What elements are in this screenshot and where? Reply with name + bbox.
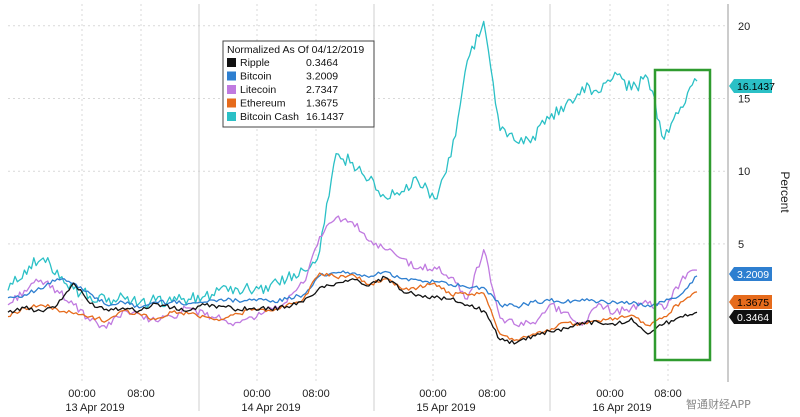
tag-value: 3.2009 xyxy=(737,269,769,281)
y-tick-label: 10 xyxy=(738,166,750,178)
x-tick-label: 00:00 xyxy=(419,388,447,400)
legend-series-value: 16.1437 xyxy=(306,111,344,123)
legend-row: Bitcoin 3.2009 xyxy=(227,71,338,83)
day-label: 14 Apr 2019 xyxy=(241,402,300,414)
legend-rows: Ripple 0.3464 Bitcoin 3.2009 Litecoin 2.7347 E… xyxy=(227,57,344,123)
series-lines xyxy=(7,20,698,345)
legend-series-value: 3.2009 xyxy=(306,71,338,83)
y-tick-label: 20 xyxy=(738,21,750,33)
series-line-litecoin xyxy=(7,215,698,329)
last-value-tag-ripple: 0.3464 xyxy=(729,310,772,324)
legend-series-name: Ethereum xyxy=(240,98,286,110)
legend-series-name: Litecoin xyxy=(240,84,276,96)
legend-series-name: Bitcoin xyxy=(240,71,272,83)
legend-series-value: 1.3675 xyxy=(306,98,338,110)
tag-background xyxy=(729,295,772,309)
y-axis-label: Percent xyxy=(778,171,792,213)
legend-swatch xyxy=(227,98,236,108)
series-line-bitcoin-cash xyxy=(7,20,698,310)
legend-series-name: Ripple xyxy=(240,57,270,69)
x-tick-label: 00:00 xyxy=(596,388,624,400)
legend-row: Litecoin 2.7347 xyxy=(227,84,338,96)
legend-series-value: 2.7347 xyxy=(306,84,338,96)
x-tick-label: 00:00 xyxy=(243,388,271,400)
series-line-ethereum xyxy=(7,272,698,342)
x-tick-label: 08:00 xyxy=(478,388,506,400)
legend-box xyxy=(222,40,375,128)
legend-swatch xyxy=(227,58,236,67)
x-tick-label: 08:00 xyxy=(127,388,155,400)
x-tick-label: 08:00 xyxy=(654,388,682,400)
day-label: 15 Apr 2019 xyxy=(416,402,475,414)
day-label: 13 Apr 2019 xyxy=(65,402,124,414)
watermark: 智通财经APP xyxy=(686,397,751,411)
series-line-bitcoin xyxy=(7,270,698,309)
legend-row: Ripple 0.3464 xyxy=(227,57,338,69)
tag-background xyxy=(729,310,772,324)
day-label: 16 Apr 2019 xyxy=(592,402,651,414)
grid-layer xyxy=(8,4,728,411)
y-tick-label: 15 xyxy=(738,94,750,106)
legend-series-name: Bitcoin Cash xyxy=(240,111,299,123)
series-line-ripple xyxy=(7,275,698,345)
legend-row: Bitcoin Cash 16.1437 xyxy=(227,111,344,123)
legend-swatch xyxy=(227,112,236,121)
y-tick-label: 5 xyxy=(738,239,744,251)
legend-title: Normalized As Of 04/12/2019 xyxy=(227,44,364,56)
last-value-tag-ethereum: 1.3675 xyxy=(729,295,772,309)
highlight-box xyxy=(653,68,712,362)
legend-series-value: 0.3464 xyxy=(306,57,338,69)
axis-layer: 5 10 15 20 00:00 08:00 00:00 08:00 00:00 08:00 00:… xyxy=(65,4,750,414)
tag-background xyxy=(729,267,772,281)
legend-swatch xyxy=(227,85,236,94)
tag-background xyxy=(729,79,772,93)
legend-row: Ethereum 1.3675 xyxy=(227,98,338,110)
last-value-tags: 0.3464 3.2009 1.3675 16.1437 xyxy=(729,79,775,324)
x-tick-label: 08:00 xyxy=(302,388,330,400)
legend: Normalized As Of 04/12/2019 Ripple 0.3464… xyxy=(222,40,375,128)
tag-value: 0.3464 xyxy=(737,312,769,324)
last-value-tag-bitcoin-cash: 16.1437 xyxy=(729,79,775,93)
tag-value: 16.1437 xyxy=(737,81,775,93)
last-value-tag-bitcoin: 3.2009 xyxy=(729,267,772,281)
tag-value: 1.3675 xyxy=(737,297,769,309)
x-tick-label: 00:00 xyxy=(68,388,96,400)
legend-swatch xyxy=(227,71,236,81)
